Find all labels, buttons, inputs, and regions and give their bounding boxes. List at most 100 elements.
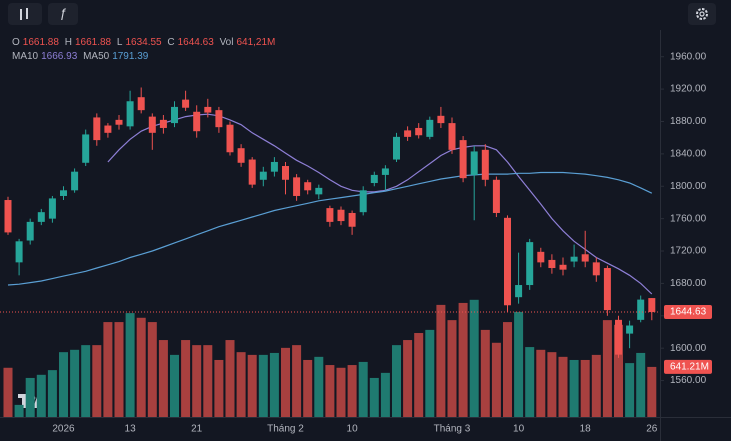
volume-bar bbox=[469, 299, 479, 417]
candle-body bbox=[270, 161, 278, 172]
legend-label: C bbox=[167, 37, 175, 48]
legend-value: 1634.55 bbox=[125, 37, 162, 48]
candle-body bbox=[204, 106, 212, 113]
candle-body bbox=[248, 159, 256, 185]
volume-bar bbox=[269, 352, 279, 417]
candle-body bbox=[226, 124, 234, 153]
volume-bar bbox=[236, 352, 246, 417]
y-tick-label: 1960.00 bbox=[670, 51, 707, 62]
volume-bar bbox=[114, 322, 124, 417]
y-tick-label: 1720.00 bbox=[670, 246, 707, 257]
y-tick-label: 1800.00 bbox=[670, 181, 707, 192]
indicators-button[interactable] bbox=[48, 3, 78, 25]
candle-body bbox=[581, 254, 589, 262]
candle-body bbox=[26, 221, 34, 241]
last-price-tag bbox=[664, 305, 712, 320]
volume-bar bbox=[447, 320, 457, 417]
candle-body bbox=[259, 171, 267, 180]
x-tick-label: 10 bbox=[513, 424, 525, 435]
x-tick-label: 2026 bbox=[52, 424, 75, 435]
candle-body bbox=[470, 151, 478, 175]
volume-bar bbox=[458, 302, 468, 417]
volume-bar bbox=[580, 359, 590, 417]
volume-bar bbox=[514, 311, 524, 417]
candle-body bbox=[93, 117, 101, 141]
candle-body bbox=[193, 111, 201, 132]
y-tick-label: 1880.00 bbox=[670, 116, 707, 127]
candle-body bbox=[71, 171, 79, 191]
volume-bar bbox=[480, 329, 490, 417]
legend-label: MA50 bbox=[83, 51, 110, 62]
legend-value: 1661.88 bbox=[74, 37, 112, 48]
candle-body bbox=[426, 119, 434, 137]
legend-value: 1666.93 bbox=[41, 51, 78, 62]
y-tick-label: 1920.00 bbox=[670, 84, 707, 95]
volume-bar bbox=[347, 365, 357, 417]
candle-body bbox=[637, 299, 645, 320]
volume-bar bbox=[436, 304, 446, 417]
ohlc-legend: O 1661.88 H 1661.88 L 1634.55 C 1644.63 Vol 6… bbox=[12, 37, 278, 48]
legend-value: 1644.63 bbox=[177, 37, 214, 48]
candle-body bbox=[393, 136, 400, 160]
volume-bar bbox=[47, 370, 57, 417]
candle-body bbox=[326, 208, 334, 222]
candle-body bbox=[404, 130, 412, 137]
candle-body bbox=[4, 200, 12, 233]
legend-label: L bbox=[116, 37, 123, 48]
volume-bar bbox=[491, 342, 501, 417]
candle-body bbox=[15, 241, 23, 263]
volume-bar bbox=[258, 354, 268, 417]
legend-label: O bbox=[12, 37, 20, 48]
candle-body bbox=[559, 264, 567, 270]
toolbar: ƒ bbox=[8, 3, 716, 25]
volume-bar bbox=[281, 347, 290, 417]
candle-body bbox=[504, 217, 511, 306]
volume-bar bbox=[247, 354, 257, 417]
candle-body bbox=[415, 127, 423, 136]
ma-legend: MA10 1666.93 MA50 1791.39 bbox=[12, 51, 151, 62]
legend-value: 1791.39 bbox=[112, 51, 149, 62]
volume-bar bbox=[591, 354, 601, 417]
candle-body bbox=[282, 166, 289, 180]
candle-body bbox=[159, 119, 167, 128]
legend-label: H bbox=[64, 37, 72, 48]
volume-bar bbox=[181, 340, 191, 417]
volume-bar bbox=[214, 359, 224, 417]
candle-body bbox=[603, 268, 611, 311]
x-tick-label: 18 bbox=[580, 424, 592, 435]
candle-body bbox=[215, 110, 223, 128]
candle-body bbox=[537, 251, 545, 263]
x-tick-label: Tháng 3 bbox=[434, 424, 471, 435]
volume-bar bbox=[92, 345, 102, 417]
candle-body bbox=[37, 212, 45, 222]
candle-body bbox=[548, 259, 556, 269]
candle-body bbox=[182, 99, 190, 108]
volume-bar bbox=[70, 349, 80, 417]
legend-label: Vol bbox=[219, 37, 234, 48]
candle-body bbox=[370, 174, 378, 184]
volume-bar bbox=[536, 349, 546, 417]
volume-bar bbox=[192, 345, 202, 417]
volume-bar bbox=[392, 345, 401, 417]
candle-body bbox=[337, 209, 345, 222]
volume-bar bbox=[3, 367, 13, 417]
volume-bar bbox=[525, 347, 535, 417]
volume-bar bbox=[225, 340, 235, 417]
legend-label: MA10 bbox=[12, 51, 39, 62]
volume-bar bbox=[369, 377, 379, 417]
volume-bar bbox=[625, 363, 635, 417]
volume-bar bbox=[14, 404, 24, 417]
volume-bar bbox=[403, 340, 413, 417]
volume-bar bbox=[503, 322, 512, 417]
candle-body bbox=[315, 187, 323, 195]
x-tick-label: 26 bbox=[646, 424, 658, 435]
settings-button[interactable] bbox=[688, 3, 716, 25]
candle-body bbox=[171, 106, 178, 124]
candle-body bbox=[359, 190, 367, 213]
candle-body bbox=[148, 116, 156, 133]
volume-bar bbox=[636, 352, 646, 417]
chart-type-button[interactable] bbox=[8, 3, 42, 25]
candle-body bbox=[48, 198, 56, 219]
